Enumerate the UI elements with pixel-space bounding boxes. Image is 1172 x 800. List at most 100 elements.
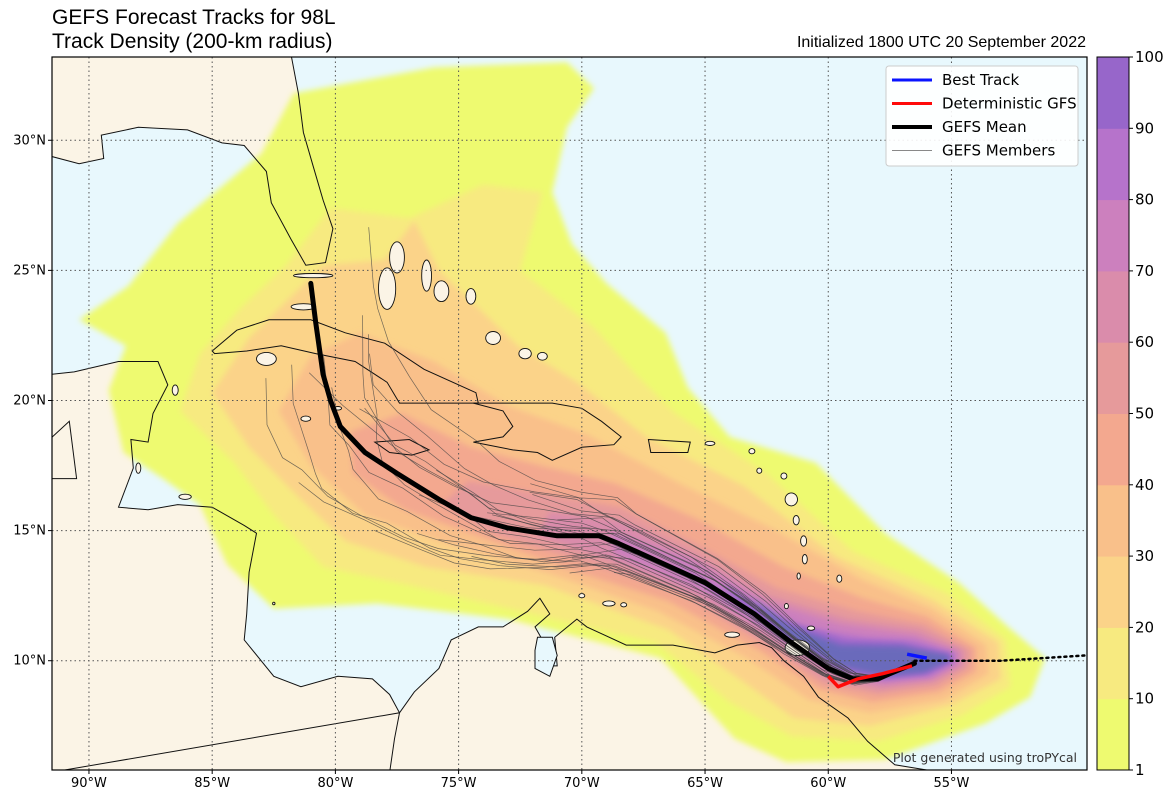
lat-tick-label: 15°N (13, 524, 46, 539)
island-24 (602, 600, 616, 607)
colorbar-tick-label: 90 (1135, 119, 1154, 137)
legend-label: GEFS Mean (942, 118, 1027, 136)
lat-tick-label: 25°N (13, 263, 46, 278)
lon-tick-label: 90°W (71, 776, 107, 791)
island-15 (784, 492, 798, 507)
colorbar-tick-label: 1 (1135, 761, 1145, 779)
island-17 (800, 535, 808, 547)
colorbar-tick-label: 80 (1135, 191, 1154, 209)
colorbar-tick-label: 60 (1135, 333, 1154, 351)
coastline-cuba (211, 319, 479, 404)
title-line-2: Track Density (200-km radius) (52, 30, 333, 53)
colorbar-tick-label: 50 (1135, 405, 1154, 423)
deterministic-gfs-track (827, 664, 913, 689)
island-12 (748, 448, 756, 455)
lon-tick-label: 80°W (317, 776, 353, 791)
colorbar-segment (1097, 556, 1129, 628)
land-central-america (52, 361, 400, 770)
colorbar-tick-label: 30 (1135, 547, 1154, 565)
colorbar-segment (1097, 484, 1129, 557)
credit-text: Plot generated using troPYcal (893, 750, 1077, 765)
island-13 (756, 467, 763, 474)
island-28 (135, 462, 142, 474)
coastline-central-america (52, 361, 401, 770)
colorbar-segment (1097, 128, 1129, 201)
island-4 (465, 288, 477, 305)
legend-label: Best Track (942, 71, 1020, 89)
island-32 (272, 601, 276, 606)
lon-tick-label: 65°W (687, 776, 723, 791)
legend-item: Best Track (892, 71, 1020, 89)
colorbar-segment (1097, 342, 1129, 414)
island-5 (485, 331, 501, 345)
island-6 (518, 347, 532, 360)
coastline-puerto-rico (647, 438, 691, 453)
forecast-tracks (308, 280, 1086, 689)
coastline-jamaica (373, 438, 431, 456)
motion-extrapolation-line (913, 654, 1086, 662)
colorbar-segment (1097, 57, 1129, 129)
lat-tick-label: 30°N (13, 133, 46, 148)
gefs-member-track (265, 378, 915, 683)
land-south-america (64, 598, 927, 770)
colorbar-segment (1097, 199, 1129, 272)
land-yucatan-inner (52, 421, 77, 479)
lake-maracaibo (534, 636, 558, 678)
island-21 (783, 603, 789, 610)
colorbar-tick-label: 70 (1135, 262, 1154, 280)
island-23 (806, 625, 816, 631)
island-11 (704, 440, 716, 446)
island-19 (796, 572, 801, 580)
coastline-north-america (52, 57, 334, 266)
gefs-member-track (569, 567, 915, 685)
best-track-line (906, 652, 928, 660)
colorbar-segment (1097, 627, 1129, 700)
island-7 (537, 351, 548, 361)
lon-tick-label: 75°W (441, 776, 477, 791)
island-26 (620, 602, 628, 608)
island-8 (256, 351, 277, 366)
legend-box (885, 65, 1079, 167)
island-0 (378, 267, 397, 310)
gefs-member-track (530, 483, 915, 677)
title-line-1: GEFS Forecast Tracks for 98L (52, 6, 336, 29)
legend-item: Deterministic GFS (892, 95, 1077, 113)
island-14 (780, 472, 788, 480)
island-33 (293, 273, 334, 279)
lon-tick-label: 85°W (194, 776, 230, 791)
density-level-100 (749, 595, 949, 677)
legend-label: GEFS Members (942, 142, 1055, 160)
lon-tick-label: 55°W (934, 776, 970, 791)
colorbar-tick-label: 100 (1135, 48, 1164, 66)
island-3 (433, 280, 450, 303)
colorbar-tick-label: 40 (1135, 476, 1154, 494)
island-31 (178, 493, 192, 500)
legend: Best Track Deterministic GFS GEFS Mean GEFS… (885, 65, 1079, 167)
colorbar-segment (1097, 270, 1129, 343)
legend-item: GEFS Mean (892, 118, 1027, 136)
island-29 (171, 384, 179, 396)
lat-tick-label: 20°N (13, 393, 46, 408)
lat-tick-label: 10°N (13, 654, 46, 669)
coastline-layer (52, 57, 927, 770)
legend-item: GEFS Members (892, 142, 1055, 160)
colorbar: 1 10 20 30 40 50 60 70 80 90 100 (1096, 48, 1164, 779)
island-9 (300, 415, 312, 422)
island-16 (792, 515, 800, 526)
initialization-time: Initialized 1800 UTC 20 September 2022 (796, 34, 1086, 51)
island-2 (421, 259, 432, 292)
axis-ticks: 90°W 85°W 80°W 75°W 70°W 65°W 60°W 55°W 10°N 15°N… (13, 133, 969, 791)
lon-tick-label: 60°W (810, 776, 846, 791)
colorbar-segment (1097, 698, 1129, 771)
legend-label: Deterministic GFS (942, 95, 1077, 113)
lon-tick-label: 70°W (564, 776, 600, 791)
map-frame (51, 56, 1088, 771)
island-20 (836, 574, 843, 583)
coastline-yucatan-inner (52, 420, 78, 480)
coastline-hispaniola (473, 402, 622, 461)
colorbar-tick-label: 10 (1135, 690, 1154, 708)
land-north-america (52, 57, 333, 266)
colorbar-segment (1097, 413, 1129, 486)
gefs-member-track (369, 353, 915, 678)
